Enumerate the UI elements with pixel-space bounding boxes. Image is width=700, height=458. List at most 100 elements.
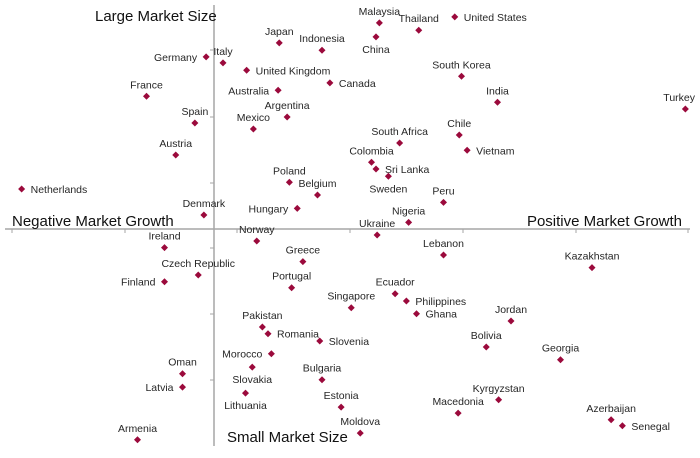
point-label: Colombia [349, 145, 394, 157]
diamond-marker [337, 403, 345, 411]
diamond-marker [293, 204, 301, 212]
point-label: Slovenia [329, 336, 369, 348]
point-label: Belgium [299, 178, 337, 190]
point-vietnam: Vietnam [463, 145, 515, 157]
point-south-korea: South Korea [432, 59, 491, 80]
point-label: Bolivia [471, 330, 502, 342]
point-thailand: Thailand [399, 13, 439, 34]
diamond-marker [274, 86, 282, 94]
point-spain: Spain [181, 106, 208, 127]
axis-label-top: Large Market Size [95, 8, 217, 25]
point-lithuania: Lithuania [224, 389, 267, 412]
point-label: Turkey [663, 92, 695, 104]
diamond-marker [454, 409, 462, 417]
point-label: Vietnam [476, 145, 515, 157]
point-label: Nigeria [392, 205, 425, 217]
point-south-africa: South Africa [371, 126, 428, 147]
point-greece: Greece [286, 245, 321, 266]
point-finland: Finland [121, 277, 168, 289]
point-label: Sweden [369, 183, 407, 195]
diamond-marker [288, 284, 296, 292]
diamond-marker [18, 185, 26, 193]
diamond-marker [283, 113, 291, 121]
axis-label-left: Negative Market Growth [12, 213, 174, 230]
point-kyrgyzstan: Kyrgyzstan [473, 383, 525, 404]
diamond-marker [143, 92, 150, 100]
point-label: Norway [239, 224, 275, 236]
diamond-marker [179, 383, 186, 391]
diamond-marker [316, 337, 324, 345]
point-jordan: Jordan [495, 304, 527, 325]
diamond-marker [299, 258, 307, 266]
diamond-marker [248, 363, 256, 371]
diamond-marker [507, 317, 515, 325]
point-label: Morocco [222, 349, 262, 361]
point-canada: Canada [326, 78, 376, 90]
point-label: Denmark [183, 198, 226, 210]
diamond-marker [455, 131, 463, 139]
diamond-marker [161, 278, 168, 286]
point-label: Czech Republic [161, 258, 235, 270]
diamond-marker [285, 178, 293, 186]
point-czech-republic: Czech Republic [161, 258, 235, 279]
point-label: Macedonia [432, 396, 484, 408]
point-azerbaijan: Azerbaijan [586, 403, 636, 424]
point-germany: Germany [154, 52, 210, 64]
point-colombia: Colombia [349, 145, 394, 166]
diamond-marker [267, 350, 275, 358]
point-label: Finland [121, 277, 156, 289]
diamond-marker [440, 198, 447, 206]
point-label: South Korea [432, 59, 491, 71]
diamond-marker [391, 290, 399, 298]
point-sri-lanka: Sri Lanka [372, 164, 430, 176]
point-label: Australia [228, 85, 269, 97]
diamond-marker [368, 158, 375, 166]
point-label: Singapore [327, 291, 375, 303]
diamond-marker [413, 310, 420, 318]
diamond-marker [202, 53, 210, 61]
point-label: Indonesia [299, 33, 345, 45]
point-nigeria: Nigeria [392, 205, 425, 226]
diamond-marker [396, 139, 404, 147]
diamond-marker [326, 79, 334, 87]
point-label: Georgia [542, 343, 580, 355]
point-label: United States [464, 12, 527, 24]
point-label: Netherlands [31, 184, 88, 196]
diamond-marker [179, 370, 186, 378]
diamond-marker [243, 66, 251, 74]
diamond-marker [314, 191, 321, 199]
point-label: Greece [286, 245, 321, 257]
point-bulgaria: Bulgaria [303, 363, 341, 384]
diamond-marker [402, 297, 410, 305]
diamond-marker [373, 231, 381, 239]
point-label: Slovakia [232, 374, 272, 386]
diamond-marker [451, 13, 459, 21]
diamond-marker [242, 389, 249, 397]
diamond-marker [494, 98, 501, 106]
point-label: India [486, 85, 509, 97]
diamond-marker [557, 356, 564, 364]
point-label: Romania [277, 329, 319, 341]
point-label: Lebanon [423, 238, 464, 250]
point-pakistan: Pakistan [242, 310, 283, 331]
point-morocco: Morocco [222, 349, 275, 361]
point-ireland: Ireland [148, 231, 181, 252]
point-chile: Chile [447, 118, 471, 139]
point-oman: Oman [168, 357, 197, 378]
point-label: Thailand [399, 13, 439, 25]
point-macedonia: Macedonia [432, 396, 484, 417]
point-label: Peru [432, 185, 454, 197]
point-label: Pakistan [242, 310, 282, 322]
point-label: United Kingdom [256, 65, 331, 77]
point-peru: Peru [432, 185, 455, 206]
point-slovakia: Slovakia [232, 363, 272, 386]
point-label: France [130, 79, 163, 91]
axis-label-right: Positive Market Growth [527, 213, 682, 230]
diamond-marker [172, 151, 180, 159]
diamond-marker [384, 172, 392, 180]
point-label: Italy [213, 46, 233, 58]
point-latvia: Latvia [145, 382, 186, 394]
point-portugal: Portugal [272, 271, 311, 292]
point-label: Chile [447, 118, 471, 130]
